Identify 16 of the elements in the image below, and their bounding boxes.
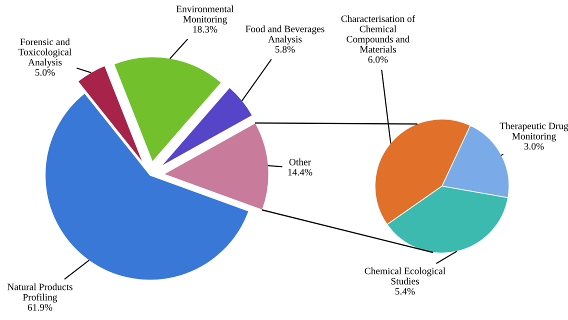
data-label: 5.4%: [395, 288, 415, 295]
slice-label: Other: [289, 158, 311, 166]
data-label: 3.0%: [524, 143, 544, 150]
data-label: 5.8%: [275, 46, 295, 53]
data-label: 14.4%: [288, 168, 312, 176]
data-label: 18.3%: [193, 26, 218, 33]
slice-label: Therapeutic Drug Monitoring: [500, 122, 568, 142]
data-label: 5.0%: [35, 69, 55, 76]
slice-label: Natural Products Profiling: [7, 283, 72, 302]
data-label: 61.9%: [28, 304, 52, 311]
slice-label: Chemical Ecological Studies: [364, 267, 446, 284]
data-label: 6.0%: [368, 56, 388, 63]
slice-label: Environmental Monitoring: [176, 5, 234, 24]
slice-label: Food and Beverages Analysis: [246, 25, 324, 44]
slice-label: Forensic and Toxicological Analysis: [18, 38, 72, 68]
slice-label: Characterisation of Chemical Compounds and Materials: [341, 15, 416, 53]
